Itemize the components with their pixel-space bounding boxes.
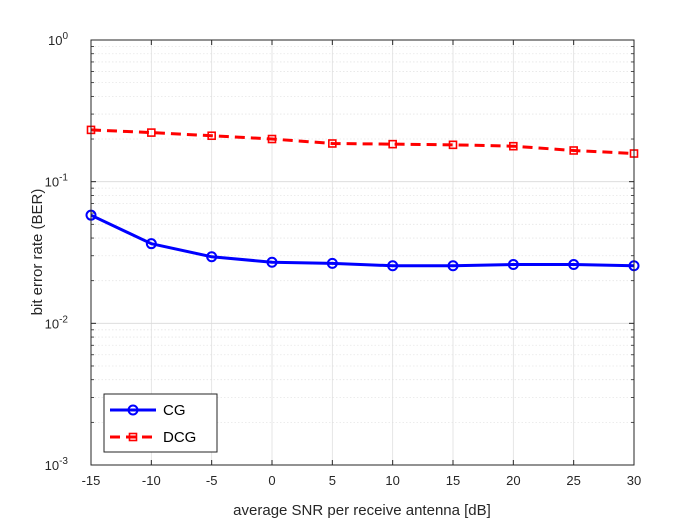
data-point-cg <box>387 260 399 272</box>
data-point-dcg <box>147 128 156 137</box>
x-tick-label: 5 <box>329 473 336 488</box>
plot-frame <box>90 39 635 466</box>
data-point-dcg <box>388 139 397 149</box>
x-tick-label: -15 <box>82 473 101 488</box>
y-tick-label: 10-2 <box>45 314 69 331</box>
legend-box <box>103 393 218 453</box>
x-tick-label: 10 <box>385 473 399 488</box>
data-point-cg <box>568 259 580 271</box>
data-point-dcg <box>267 134 277 144</box>
legend-entries: CG DCG <box>110 402 196 446</box>
data-point-cg <box>447 260 459 272</box>
legend-item-dcg: DCG <box>110 429 196 446</box>
series-line-dcg <box>90 128 635 156</box>
data-point-cg <box>326 257 338 269</box>
x-tick-label: -10 <box>142 473 161 488</box>
x-tick-label: -5 <box>206 473 218 488</box>
x-tick-label: 30 <box>627 473 641 488</box>
data-point-dcg <box>207 131 216 141</box>
series-line-cg <box>90 213 635 268</box>
legend: CG DCG <box>103 393 218 453</box>
y-tick-label: 10-1 <box>45 173 69 190</box>
data-point-dcg <box>328 139 337 148</box>
legend-label-cg: CG <box>163 402 186 419</box>
ticks: -15 -10 -5 0 5 10 15 20 25 30 10-3 10-2 10-1 100 <box>45 31 642 488</box>
series-layer <box>85 125 640 272</box>
data-point-dcg <box>448 140 458 150</box>
legend-label-dcg: DCG <box>163 429 196 446</box>
x-axis-label: average SNR per receive antenna [dB] <box>233 502 491 519</box>
data-point-dcg <box>569 146 578 155</box>
y-axis-label: bit error rate (BER) <box>29 189 46 316</box>
data-point-cg <box>145 238 157 250</box>
y-tick-label: 100 <box>48 31 68 48</box>
data-point-cg <box>206 251 218 263</box>
data-point-dcg <box>509 141 518 151</box>
data-point-cg <box>507 259 519 271</box>
legend-marker-cg <box>127 404 139 416</box>
x-tick-label: 0 <box>268 473 275 488</box>
y-tick-label: 10-3 <box>45 456 69 473</box>
x-tick-label: 15 <box>446 473 460 488</box>
legend-item-cg: CG <box>110 402 186 419</box>
data-point-cg <box>266 256 278 268</box>
x-tick-label: 20 <box>506 473 520 488</box>
x-tick-label: 25 <box>566 473 580 488</box>
series-dcg <box>86 125 639 158</box>
legend-marker-dcg <box>128 432 138 442</box>
